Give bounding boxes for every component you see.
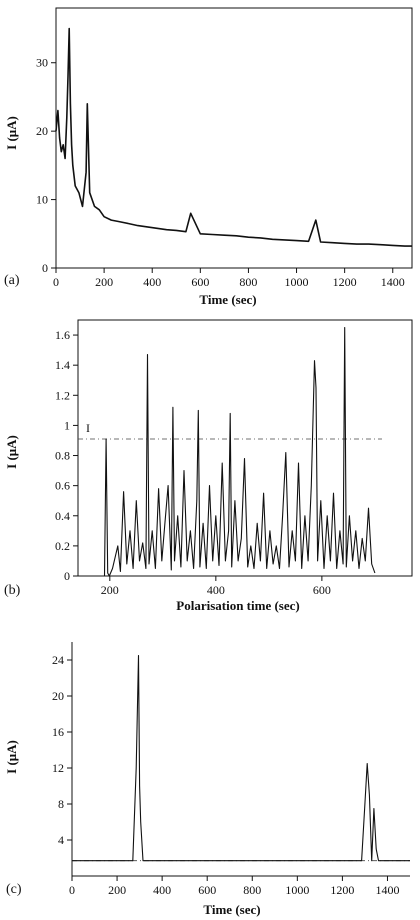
y-tick-label: 12 [52, 761, 64, 775]
x-tick-label: 400 [207, 583, 225, 597]
y-tick-label: 0.8 [55, 449, 70, 463]
series-line [103, 326, 376, 577]
x-tick-label: 400 [153, 883, 171, 897]
x-tick-label: 1400 [375, 883, 399, 897]
panel-b-label: (b) [4, 583, 21, 598]
axes-frame [71, 642, 410, 877]
x-tick-label: 0 [69, 883, 75, 897]
plot-b: 200 400 600 0 0.2 0.4 0.6 0.8 1 1.2 1.4 1.6 [55, 319, 413, 597]
panel-c: (c) I (μA) Time (sec) [4, 740, 261, 917]
y-tick-label: 16 [52, 725, 64, 739]
y-tick-label: 4 [58, 833, 64, 847]
panel-b-ylabel: I (μA) [4, 435, 19, 469]
plot-c: 0 200 400 600 800 1000 1200 1400 4 8 12 16 20 24 [52, 642, 410, 897]
panel-b: (b) I (μA) Polarisation time (sec) I [4, 421, 300, 613]
x-tick-label: 1000 [285, 275, 309, 289]
y-tick-label: 10 [36, 193, 48, 207]
x-tick-label: 1200 [333, 275, 357, 289]
x-tick-label: 600 [313, 583, 331, 597]
panel-a: (a) I (μA) Time (sec) [4, 116, 257, 307]
y-tick-label: 0.6 [55, 479, 70, 493]
panel-c-ylabel: I (μA) [4, 740, 19, 774]
panel-c-label: (c) [6, 882, 22, 897]
panel-b-ref-label: I [86, 421, 90, 435]
axes-frame [55, 7, 413, 269]
x-tick-label: 0 [53, 275, 59, 289]
panel-a-ylabel: I (μA) [4, 116, 19, 150]
panel-a-label: (a) [4, 273, 20, 288]
x-tick-label: 200 [95, 275, 113, 289]
y-tick-label: 0 [42, 261, 48, 275]
y-tick-label: 1.2 [55, 388, 70, 402]
x-tick-label: 400 [143, 275, 161, 289]
y-tick-label: 30 [36, 56, 48, 70]
x-tick-label: 1000 [285, 883, 309, 897]
x-tick-label: 1400 [381, 275, 405, 289]
panel-b-xlabel: Polarisation time (sec) [176, 598, 299, 613]
x-tick-label: 200 [101, 583, 119, 597]
panel-a-xlabel: Time (sec) [199, 292, 256, 307]
x-tick-label: 200 [108, 883, 126, 897]
y-tick-label: 1 [64, 418, 70, 432]
x-tick-label: 600 [191, 275, 209, 289]
y-tick-label: 0.2 [55, 539, 70, 553]
y-tick-label: 20 [36, 124, 48, 138]
x-tick-label: 600 [198, 883, 216, 897]
series-line [55, 27, 412, 247]
y-tick-label: 0.4 [55, 509, 70, 523]
y-tick-label: 8 [58, 797, 64, 811]
x-tick-label: 800 [239, 275, 257, 289]
panel-c-xlabel: Time (sec) [203, 902, 260, 917]
y-tick-label: 1.6 [55, 328, 70, 342]
y-tick-label: 1.4 [55, 358, 70, 372]
axes-frame [77, 319, 413, 577]
plot-a: 0 200 400 600 800 1000 1200 1400 0 10 20 30 [36, 7, 413, 289]
y-tick-label: 0 [64, 569, 70, 583]
y-tick-label: 24 [52, 653, 64, 667]
x-tick-label: 1200 [330, 883, 354, 897]
y-tick-label: 20 [52, 689, 64, 703]
x-tick-label: 800 [243, 883, 261, 897]
series-line [72, 654, 410, 862]
